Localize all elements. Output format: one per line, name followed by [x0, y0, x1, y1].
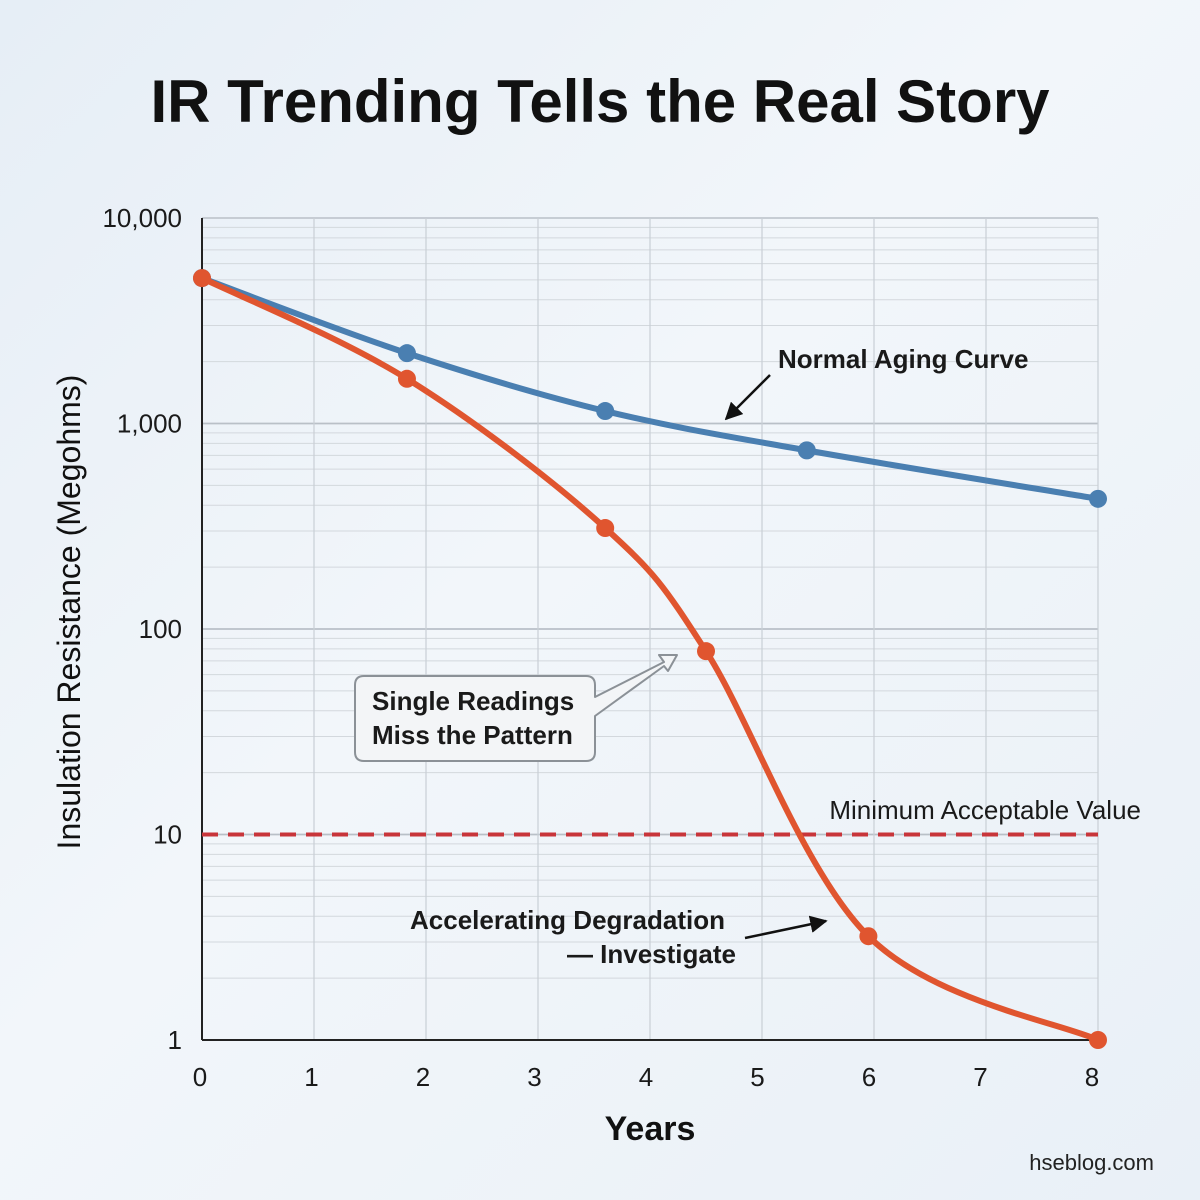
data-point	[397, 369, 416, 388]
y-tick-label: 1,000	[117, 409, 182, 439]
x-tick-label: 0	[193, 1062, 207, 1092]
callout-line-1: Single Readings	[372, 686, 574, 716]
x-tick-labels: 0 1 2 3 4 5 6 7 8	[193, 1062, 1099, 1092]
data-point	[596, 402, 615, 421]
x-tick-label: 7	[973, 1062, 987, 1092]
callout-box	[354, 654, 678, 762]
grid	[202, 217, 1099, 1041]
degradation-arrow	[744, 915, 828, 940]
y-tick-label: 10	[153, 820, 182, 850]
series-line-1	[199, 275, 1101, 1043]
data-point	[193, 269, 211, 288]
x-tick-label: 5	[750, 1062, 764, 1092]
chart-title: IR Trending Tells the Real Story	[150, 68, 1050, 135]
y-tick-label: 100	[139, 614, 182, 644]
data-point	[596, 519, 615, 538]
data-point	[797, 441, 816, 460]
x-tick-label: 3	[527, 1062, 541, 1092]
x-tick-label: 2	[416, 1062, 430, 1092]
degradation-label-line-2: — Investigate	[567, 939, 736, 969]
x-axis-label: Years	[605, 1110, 696, 1148]
degradation-label-line-1: Accelerating Degradation	[410, 905, 725, 935]
data-point	[859, 927, 878, 946]
x-tick-label: 4	[639, 1062, 653, 1092]
data-point	[697, 642, 715, 661]
y-tick-labels: 1 10 100 1,000 10,000	[102, 203, 182, 1055]
callout-line-2: Miss the Pattern	[372, 720, 573, 750]
y-tick-label: 10,000	[102, 203, 182, 233]
x-tick-label: 8	[1085, 1062, 1099, 1092]
source-label: hseblog.com	[1029, 1150, 1154, 1175]
data-point	[397, 344, 416, 363]
data-point	[1089, 489, 1107, 508]
data-point	[1089, 1031, 1107, 1049]
normal-aging-arrow	[724, 374, 771, 421]
single-readings-callout: Single Readings Miss the Pattern	[354, 654, 678, 762]
threshold-label: Minimum Acceptable Value	[829, 795, 1141, 825]
series-layer	[193, 269, 1107, 1049]
normal-aging-label: Normal Aging Curve	[778, 344, 1028, 374]
y-axis-label: Insulation Resistance (Megohms)	[51, 375, 87, 850]
x-tick-label: 6	[862, 1062, 876, 1092]
x-tick-label: 1	[304, 1062, 318, 1092]
y-tick-label: 1	[168, 1025, 182, 1055]
